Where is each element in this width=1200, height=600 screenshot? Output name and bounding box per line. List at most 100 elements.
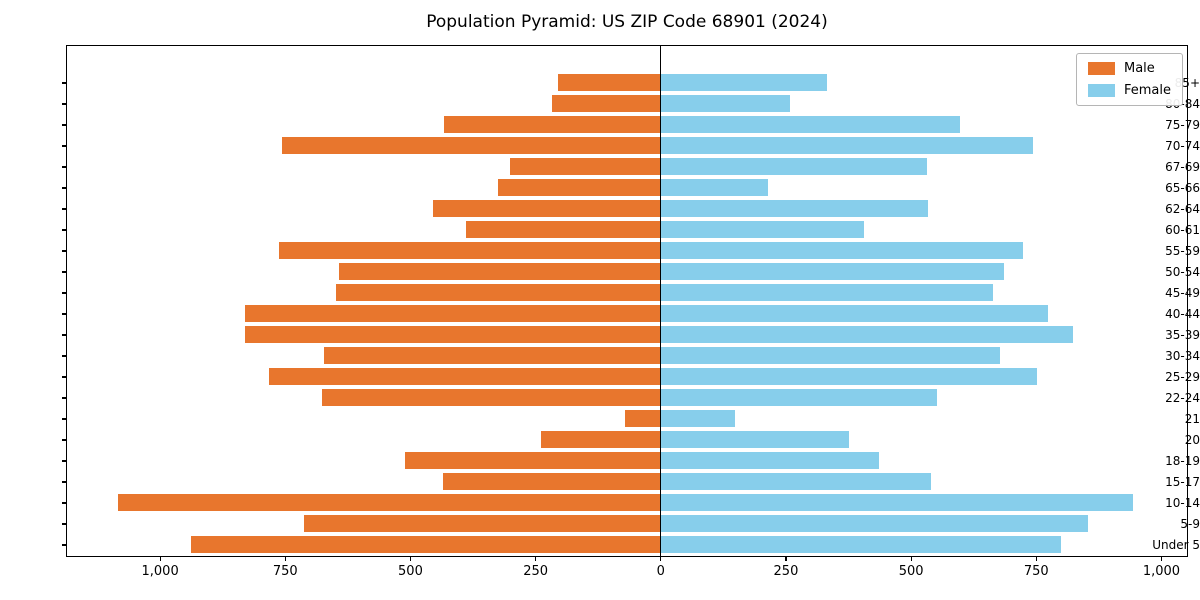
y-tick-mark [62,250,66,252]
bar-male-35-39 [245,326,661,343]
x-tick-mark [910,557,912,561]
y-tick-label-55-59: 55-59 [1165,243,1200,258]
bar-male-45-49 [336,284,661,301]
y-tick-label-18-19: 18-19 [1165,453,1200,468]
bar-female-15-17 [660,473,931,490]
bar-female-70-74 [660,137,1033,154]
bar-male-55-59 [278,242,661,259]
legend: Male Female [1075,53,1183,106]
x-tick-label-250: 250 [523,564,549,579]
chart-title: Population Pyramid: US ZIP Code 68901 (2… [426,12,828,32]
bar-male-40-44 [244,305,661,322]
y-tick-mark [62,271,66,273]
y-tick-label-Under 5: Under 5 [1152,537,1200,552]
x-tick-label-0: 0 [656,564,665,579]
y-tick-mark [62,292,66,294]
zero-axis-line [659,46,662,556]
x-tick-label-250: 250 [773,564,799,579]
bar-female-75-79 [660,116,960,133]
y-tick-mark [62,502,66,504]
y-tick-mark [62,208,66,210]
x-tick-label-500: 500 [898,564,924,579]
female-swatch-icon [1087,84,1115,97]
bar-male-30-34 [324,347,661,364]
y-tick-mark [62,166,66,168]
bar-female-20 [660,431,850,448]
y-tick-label-10-14: 10-14 [1165,495,1200,510]
bar-male-20 [540,431,661,448]
y-tick-mark [62,376,66,378]
y-tick-label-50-54: 50-54 [1165,264,1200,279]
bar-female-35-39 [660,326,1073,343]
y-tick-mark [62,124,66,126]
y-tick-label-30-34: 30-34 [1165,348,1200,363]
bar-male-80-84 [551,95,661,112]
y-tick-mark [62,397,66,399]
bar-male-5-9 [303,515,661,532]
y-tick-label-35-39: 35-39 [1165,327,1200,342]
bar-female-Under 5 [660,536,1062,553]
bar-female-50-54 [660,263,1005,280]
x-tick-mark [660,557,662,561]
male-swatch-icon [1087,62,1115,75]
y-tick-mark [62,523,66,525]
legend-item-male: Male [1087,61,1171,76]
bar-female-30-34 [660,347,1001,364]
x-tick-label-750: 750 [1023,564,1049,579]
y-tick-label-62-64: 62-64 [1165,201,1200,216]
bar-male-50-54 [339,263,661,280]
bar-female-65-66 [660,179,768,196]
x-tick-label-500: 500 [398,564,423,579]
x-tick-label-1,000: 1,000 [141,564,179,579]
y-tick-label-40-44: 40-44 [1165,306,1200,321]
y-tick-label-20: 20 [1184,432,1200,447]
y-tick-label-22-24: 22-24 [1165,390,1200,405]
x-tick-mark [284,557,286,561]
bar-male-10-14 [117,494,661,511]
y-tick-mark [62,355,66,357]
bar-male-85+ [558,74,661,91]
x-tick-mark [1160,557,1163,561]
bar-female-25-29 [660,368,1038,385]
bar-male-62-64 [433,200,661,217]
bar-male-18-19 [405,452,661,469]
bar-male-75-79 [444,116,661,133]
y-tick-label-65-66: 65-66 [1165,180,1200,195]
y-tick-mark [62,481,66,483]
bar-female-80-84 [660,95,791,112]
bar-female-5-9 [660,515,1089,532]
y-tick-mark [62,460,66,462]
y-tick-label-60-61: 60-61 [1165,222,1200,237]
legend-label-female: Female [1123,83,1171,98]
x-tick-mark [1035,557,1037,561]
y-tick-label-15-17: 15-17 [1165,474,1200,489]
bar-male-22-24 [321,389,661,406]
legend-label-male: Male [1123,61,1155,76]
bar-female-85+ [660,74,827,91]
y-tick-mark [62,82,66,84]
bar-female-21 [660,410,736,427]
x-tick-label-1,000: 1,000 [1142,564,1181,579]
bar-female-40-44 [660,305,1048,322]
y-tick-mark [62,313,66,315]
y-tick-mark [62,187,66,189]
y-tick-mark [62,439,66,441]
y-tick-label-67-69: 67-69 [1165,159,1200,174]
bar-female-10-14 [660,494,1133,511]
bar-female-55-59 [660,242,1023,259]
y-tick-mark [62,334,66,336]
bar-female-60-61 [660,221,865,238]
bar-male-67-69 [509,158,661,175]
legend-item-female: Female [1087,83,1171,98]
y-tick-mark [62,544,66,546]
bar-female-67-69 [660,158,928,175]
bar-male-65-66 [497,179,661,196]
plot-area: Male Female [66,45,1188,557]
x-tick-label-750: 750 [272,564,298,579]
bar-female-45-49 [660,284,994,301]
bar-female-22-24 [660,389,937,406]
bar-female-18-19 [660,452,880,469]
x-tick-mark [785,557,787,561]
bar-male-15-17 [443,473,661,490]
bar-male-60-61 [466,221,661,238]
